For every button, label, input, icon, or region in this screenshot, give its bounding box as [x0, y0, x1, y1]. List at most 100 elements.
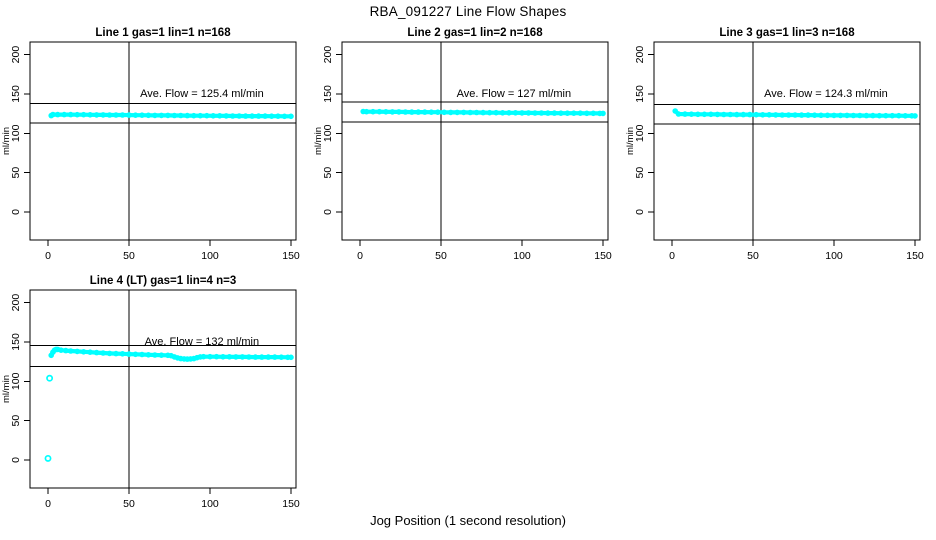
- flow-data-point: [158, 352, 165, 358]
- flow-data-point: [229, 113, 236, 119]
- flow-data-point: [558, 110, 564, 116]
- flow-data-point: [435, 109, 441, 115]
- line-2-chart: Line 2 gas=1 lin=2 n=168 0 50 100 150 200 0 50 1…: [313, 27, 612, 262]
- x-tick-label: 50: [747, 250, 759, 262]
- flow-data-point: [242, 113, 249, 119]
- flow-data-point: [682, 111, 688, 117]
- flow-data-point: [194, 354, 200, 361]
- flow-data-point: [447, 109, 454, 116]
- flow-data-point: [100, 112, 106, 118]
- flow-data-point: [532, 110, 538, 116]
- flow-data-point: [402, 109, 409, 115]
- y-tick-label: 50: [10, 415, 22, 427]
- flow-data-point: [100, 350, 106, 356]
- flow-data-point: [714, 111, 721, 118]
- flow-data-point: [258, 354, 265, 360]
- flow-data-point: [792, 112, 798, 118]
- flow-data-point: [876, 112, 883, 119]
- flow-data-point: [409, 109, 415, 115]
- panel-title: Line 1 gas=1 lin=1 n=168: [95, 27, 231, 39]
- flow-data-point: [376, 108, 383, 115]
- flow-data-point: [278, 354, 285, 360]
- flow-data-point: [506, 110, 512, 116]
- flow-data-point: [87, 349, 93, 355]
- flow-data-point: [268, 113, 275, 119]
- flow-data-point: [190, 112, 197, 119]
- flow-data-point: [177, 112, 184, 119]
- flow-data-point: [467, 109, 473, 116]
- line-1-chart: Line 1 gas=1 lin=1 n=168 0 50 100 150 200 0 50 1…: [1, 27, 300, 262]
- flow-data-point: [912, 113, 918, 119]
- flow-data-point: [525, 110, 532, 116]
- flow-data-point: [288, 113, 294, 120]
- flow-data-point: [480, 109, 486, 116]
- flow-data-point: [158, 112, 165, 119]
- flow-data-point: [396, 109, 402, 115]
- x-tick-label: 150: [282, 498, 300, 510]
- flow-data-point: [216, 113, 223, 119]
- flow-data-point: [139, 351, 145, 358]
- flow-data-point: [818, 112, 824, 119]
- flow-data-point: [577, 110, 584, 116]
- flow-data-point: [863, 112, 870, 119]
- flow-data-point: [512, 110, 519, 116]
- flow-data-point: [67, 348, 74, 354]
- flow-data-point: [785, 112, 792, 118]
- flow-data-point: [252, 354, 259, 360]
- flow-data-point: [734, 111, 740, 118]
- y-tick-label: 150: [634, 85, 646, 103]
- y-axis-label: ml/min: [313, 127, 324, 155]
- y-tick-label: 200: [322, 46, 334, 64]
- y-tick-label: 100: [10, 372, 22, 390]
- flow-data-point: [113, 112, 119, 118]
- flow-data-point: [460, 109, 467, 116]
- flow-data-point: [126, 112, 132, 118]
- y-tick-label: 150: [10, 333, 22, 351]
- x-tick-label: 150: [906, 250, 924, 262]
- x-tick-label: 100: [513, 250, 531, 262]
- ave-flow-annotation: Ave. Flow = 132 ml/min: [145, 336, 259, 348]
- x-tick-label: 0: [45, 498, 51, 510]
- flow-data-point: [701, 111, 708, 118]
- flow-data-point: [74, 348, 80, 355]
- flow-data-point: [570, 110, 577, 116]
- flow-data-point: [181, 356, 187, 362]
- flow-data-point: [226, 354, 233, 360]
- flow-data-point: [564, 110, 571, 116]
- flow-data-point: [441, 109, 447, 116]
- flow-data-point: [759, 112, 766, 118]
- flow-data-point: [113, 350, 119, 357]
- flow-data-point: [74, 111, 80, 118]
- ave-flow-annotation: Ave. Flow = 124.3 ml/min: [764, 88, 888, 100]
- y-tick-label: 0: [10, 457, 22, 463]
- flow-data-point: [271, 354, 278, 360]
- flow-data-point: [551, 110, 558, 116]
- flow-data-point: [688, 111, 695, 117]
- y-axis-label: ml/min: [1, 127, 12, 155]
- flow-data-point: [275, 113, 281, 119]
- flow-data-point: [870, 112, 876, 119]
- x-tick-label: 0: [669, 250, 675, 262]
- flow-data-point: [486, 109, 493, 116]
- plot-box: [653, 41, 921, 241]
- flow-data-point: [203, 112, 210, 119]
- flow-data-point: [590, 110, 597, 117]
- flow-data-point: [213, 353, 220, 360]
- flow-data-point: [249, 113, 255, 119]
- x-tick-label: 0: [45, 250, 51, 262]
- flow-data-point: [255, 113, 262, 119]
- flow-data-point: [596, 110, 603, 117]
- flow-data-point: [171, 112, 178, 119]
- flow-data-point: [428, 109, 435, 115]
- flow-data-point: [93, 349, 100, 356]
- flow-data-point: [908, 113, 915, 119]
- flow-data-point: [288, 354, 294, 361]
- flow-data-point: [902, 113, 909, 119]
- x-tick-label: 150: [594, 250, 612, 262]
- flow-data-point: [223, 113, 229, 119]
- flow-data-point: [519, 110, 525, 116]
- flow-data-point: [672, 108, 679, 114]
- flow-data-point: [805, 112, 811, 118]
- panel-title: Line 2 gas=1 lin=2 n=168: [407, 27, 543, 39]
